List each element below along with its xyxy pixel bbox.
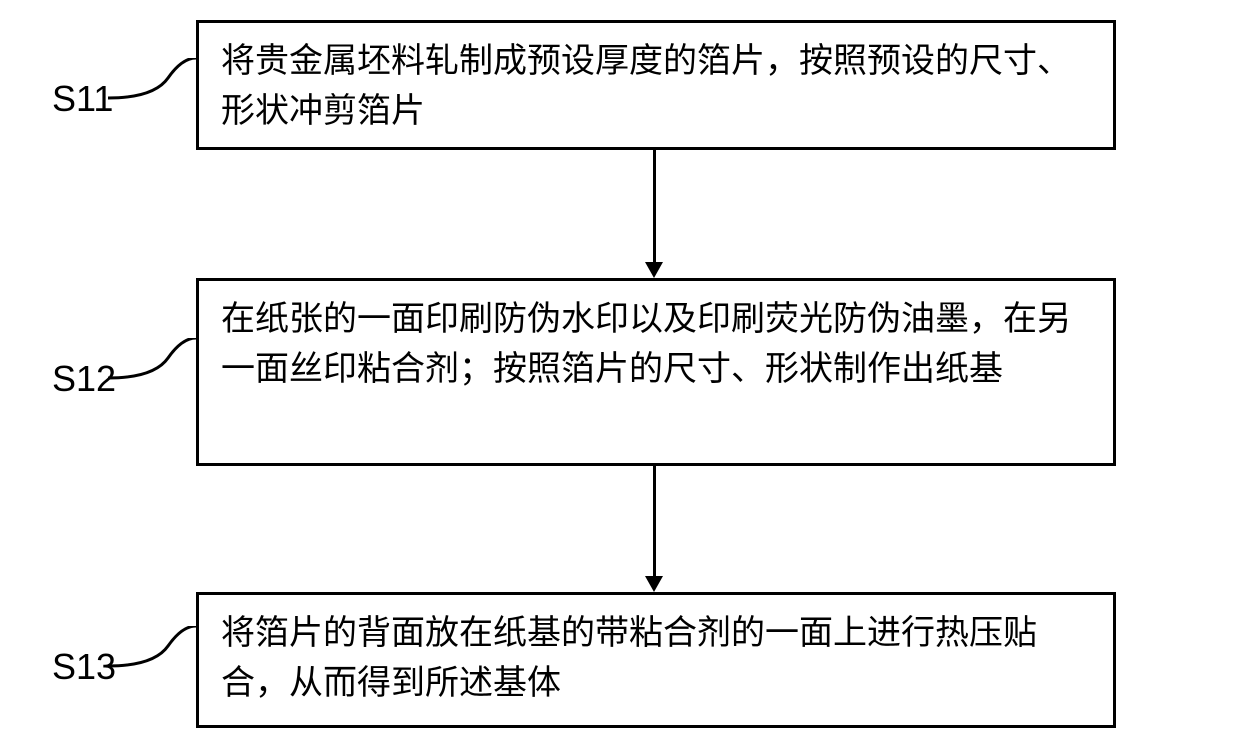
step-box-s13: 将箔片的背面放在纸基的带粘合剂的一面上进行热压贴合，从而得到所述基体 <box>196 592 1116 728</box>
arrow-s12-s13 <box>653 466 656 576</box>
step-label-s11: S11 <box>52 78 113 120</box>
label-connector-s11 <box>108 58 200 130</box>
arrow-s11-s12 <box>653 150 656 262</box>
label-connector-s13 <box>108 626 200 698</box>
flowchart-canvas: S11 将贵金属坯料轧制成预设厚度的箔片，按照预设的尺寸、形状冲剪箔片 S12 … <box>0 0 1240 752</box>
step-label-s12: S12 <box>52 358 116 400</box>
step-text-s12: 在纸张的一面印刷防伪水印以及印刷荧光防伪油墨，在另一面丝印粘合剂；按照箔片的尺寸… <box>221 301 1071 388</box>
step-text-s11: 将贵金属坯料轧制成预设厚度的箔片，按照预设的尺寸、形状冲剪箔片 <box>221 43 1071 130</box>
step-text-s13: 将箔片的背面放在纸基的带粘合剂的一面上进行热压贴合，从而得到所述基体 <box>221 615 1037 702</box>
label-connector-s12 <box>108 338 200 410</box>
step-label-s13: S13 <box>52 646 116 688</box>
arrow-head-s12-s13 <box>645 576 663 592</box>
step-box-s12: 在纸张的一面印刷防伪水印以及印刷荧光防伪油墨，在另一面丝印粘合剂；按照箔片的尺寸… <box>196 278 1116 466</box>
step-box-s11: 将贵金属坯料轧制成预设厚度的箔片，按照预设的尺寸、形状冲剪箔片 <box>196 20 1116 150</box>
arrow-head-s11-s12 <box>645 262 663 278</box>
